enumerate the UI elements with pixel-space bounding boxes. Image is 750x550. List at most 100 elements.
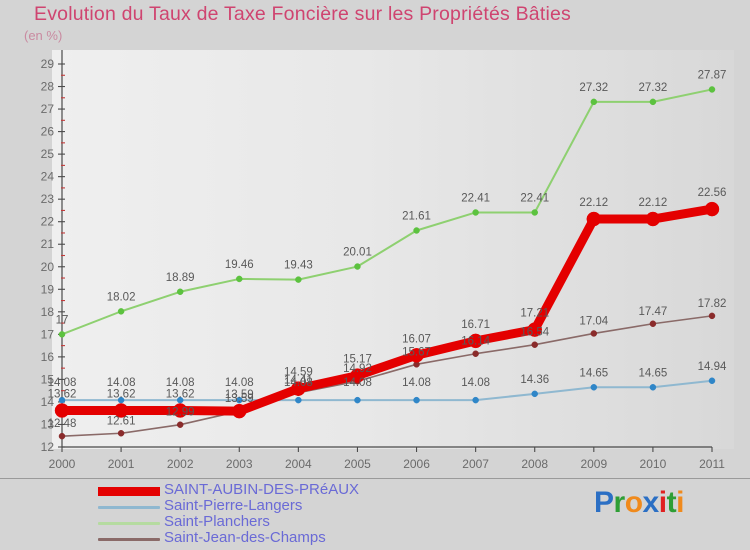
series-point-1-7 xyxy=(472,396,479,404)
y-tick-label-15: 15 xyxy=(41,372,55,386)
series-point-2-8 xyxy=(531,209,538,216)
series-point-1-5 xyxy=(354,396,361,404)
data-label-1-5: 14.08 xyxy=(343,377,372,389)
series-point-1-3 xyxy=(236,396,243,404)
series-point-2-11 xyxy=(708,86,716,93)
data-label-0-4: 14.59 xyxy=(284,367,313,379)
data-label-0-11: 22.56 xyxy=(698,187,727,199)
series-point-0-6 xyxy=(409,348,424,363)
chart-legend: SAINT-AUBIN-DES-PRéAUX Saint-Pierre-Lange… xyxy=(98,481,398,548)
data-label-0-5: 15.17 xyxy=(343,354,372,366)
y-tick-label-14: 14 xyxy=(41,395,55,409)
series-point-0-4 xyxy=(291,381,306,396)
data-label-2-11: 27.87 xyxy=(698,69,727,81)
series-point-1-8 xyxy=(531,390,538,398)
series-point-0-8 xyxy=(527,322,542,337)
y-tick-label-20: 20 xyxy=(41,260,55,274)
y-tick-label-25: 25 xyxy=(41,147,55,161)
series-point-0-5 xyxy=(350,368,365,383)
series-point-1-10 xyxy=(649,384,657,391)
data-label-2-1: 18.02 xyxy=(107,291,136,303)
legend-item-1[interactable]: Saint-Pierre-Langers xyxy=(98,497,398,516)
legend-swatch-0 xyxy=(98,487,160,496)
y-tick-label-23: 23 xyxy=(41,192,55,206)
series-point-3-0 xyxy=(58,432,66,440)
series-line-2 xyxy=(61,88,713,336)
series-line-0 xyxy=(57,204,717,416)
series-point-2-0 xyxy=(58,331,66,338)
series-1-line-group xyxy=(58,377,716,404)
data-label-2-2: 18.89 xyxy=(166,272,195,284)
data-label-0-7: 16.71 xyxy=(461,319,490,331)
data-label-3-5: 14.92 xyxy=(343,363,372,375)
chart-unit-label: (en %) xyxy=(24,28,63,43)
data-label-3-6: 15.67 xyxy=(402,346,431,358)
page-title: Evolution du Taux de Taxe Foncière sur l… xyxy=(34,3,571,25)
y-tick-label-22: 22 xyxy=(41,215,55,229)
series-point-3-8 xyxy=(531,341,538,348)
legend-label-3: Saint-Jean-des-Champs xyxy=(164,529,326,546)
x-tick-label-2005: 2005 xyxy=(344,457,371,471)
x-tick-label-2003: 2003 xyxy=(226,457,253,471)
series-point-3-2 xyxy=(176,421,184,428)
series-point-1-9 xyxy=(590,384,598,391)
data-label-0-2: 13.62 xyxy=(166,389,195,401)
legend-swatch-1 xyxy=(98,506,160,509)
series-point-0-2 xyxy=(172,403,188,418)
logo-letter-1: r xyxy=(613,486,626,519)
data-label-2-0: 17 xyxy=(56,314,69,326)
legend-item-0[interactable]: SAINT-AUBIN-DES-PRéAUX xyxy=(98,481,398,500)
data-label-3-3: 13.59 xyxy=(225,393,254,405)
data-label-0-0: 13.62 xyxy=(48,389,77,401)
data-label-1-3: 14.08 xyxy=(225,377,254,389)
legend-label-1: Saint-Pierre-Langers xyxy=(164,497,303,514)
data-label-1-10: 14.65 xyxy=(639,367,668,379)
series-point-2-1 xyxy=(117,308,125,315)
legend-swatch-3 xyxy=(98,538,160,541)
legend-item-3[interactable]: Saint-Jean-des-Champs xyxy=(98,529,398,548)
x-tick-label-2001: 2001 xyxy=(108,457,135,471)
legend-item-2[interactable]: Saint-Planchers xyxy=(98,513,398,532)
data-label-2-3: 19.46 xyxy=(225,259,254,271)
x-tick-label-2000: 2000 xyxy=(49,457,76,471)
x-tick-label-2011: 2011 xyxy=(699,457,725,471)
data-label-2-6: 21.61 xyxy=(402,210,431,222)
x-tick-label-2002: 2002 xyxy=(167,457,194,471)
series-point-3-10 xyxy=(649,320,657,328)
y-tick-label-16: 16 xyxy=(41,350,55,364)
series-point-0-11 xyxy=(704,201,720,217)
y-tick-label-18: 18 xyxy=(41,305,55,319)
series-point-2-2 xyxy=(176,288,184,296)
data-label-2-10: 27.32 xyxy=(639,82,668,94)
plot-background xyxy=(52,50,734,449)
legend-label-2: Saint-Planchers xyxy=(164,513,270,530)
x-tick-label-2004: 2004 xyxy=(285,457,312,471)
y-tick-label-29: 29 xyxy=(41,57,55,71)
logo-letter-6: i xyxy=(676,486,684,519)
series-point-1-0 xyxy=(58,396,66,404)
series-point-1-6 xyxy=(413,396,420,404)
logo-letter-3: x xyxy=(642,486,660,519)
data-label-1-8: 14.36 xyxy=(520,374,549,386)
series-point-2-4 xyxy=(295,276,302,283)
series-point-2-3 xyxy=(236,275,243,283)
y-tick-label-17: 17 xyxy=(41,327,55,341)
data-label-0-1: 13.62 xyxy=(107,389,136,401)
series-point-1-2 xyxy=(176,396,184,404)
series-point-3-9 xyxy=(590,330,598,337)
data-label-3-10: 17.47 xyxy=(639,306,668,318)
y-tick-label-24: 24 xyxy=(41,170,55,184)
data-label-1-9: 14.65 xyxy=(579,367,608,379)
data-label-2-8: 22.41 xyxy=(520,192,549,204)
series-point-3-7 xyxy=(472,350,479,357)
data-label-2-4: 19.43 xyxy=(284,260,313,272)
data-label-3-4: 14.41 xyxy=(284,375,313,387)
logo-letter-4: i xyxy=(658,486,667,519)
data-label-1-6: 14.08 xyxy=(402,377,431,389)
data-label-0-9: 22.12 xyxy=(579,197,608,209)
legend-swatch-2 xyxy=(98,522,160,525)
footer-divider xyxy=(0,478,750,479)
series-0-line-group xyxy=(54,201,720,419)
data-label-3-9: 17.04 xyxy=(579,315,608,327)
